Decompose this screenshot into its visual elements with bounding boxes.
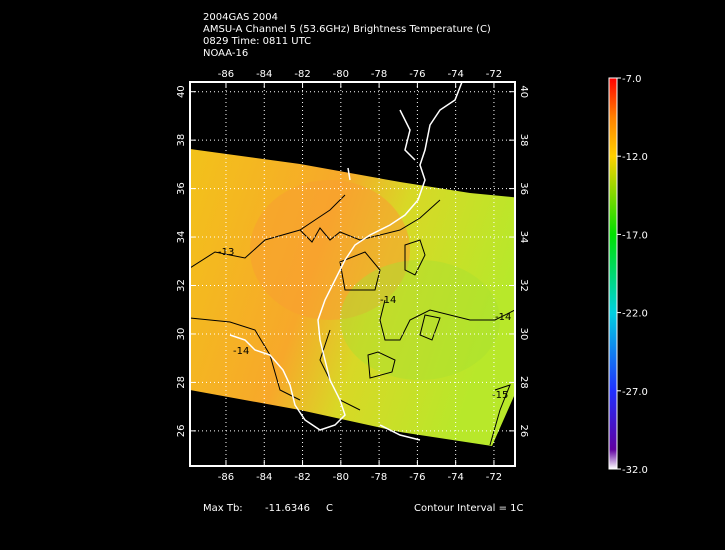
- y-tick-label: 30: [518, 328, 529, 341]
- title-line: NOAA-16: [203, 48, 248, 59]
- title-line: AMSU-A Channel 5 (53.6GHz) Brightness Te…: [203, 24, 491, 35]
- y-tick-label: 34: [518, 231, 529, 244]
- y-tick-label: 32: [176, 279, 187, 292]
- x-tick-label: -78: [371, 472, 387, 483]
- colorbar-tick-label: -12.0: [622, 152, 648, 163]
- x-tick-label: -80: [333, 69, 349, 80]
- contour-label: -13: [218, 247, 234, 258]
- title-line: 2004GAS 2004: [203, 12, 278, 23]
- y-tick-label: 30: [176, 328, 187, 341]
- map-frame: [189, 81, 516, 467]
- y-tick-label: 26: [176, 425, 187, 438]
- colorbar-tick-label: -32.0: [622, 465, 648, 476]
- x-tick-label: -76: [409, 69, 425, 80]
- contours: [190, 194, 515, 446]
- x-tick-label: -74: [447, 69, 463, 80]
- x-tick-label: -76: [409, 472, 425, 483]
- map-area: -13 -14 -14 -14 -15: [190, 82, 515, 446]
- colorbar-tick-label: -27.0: [622, 387, 648, 398]
- x-tick-label: -72: [486, 472, 502, 483]
- y-tick-label: 40: [176, 85, 187, 98]
- x-tick-label: -78: [371, 69, 387, 80]
- y-tick-label: 38: [518, 134, 529, 147]
- y-tick-label: 32: [518, 279, 529, 292]
- contour-label: -14: [495, 312, 511, 323]
- y-tick-label: 36: [518, 182, 529, 195]
- title-line: 0829 Time: 0811 UTC: [203, 36, 311, 47]
- y-tick-label: 36: [176, 182, 187, 195]
- colorbar: [608, 77, 618, 470]
- y-tick-label: 28: [518, 376, 529, 389]
- x-tick-label: -86: [218, 472, 234, 483]
- x-tick-label: -82: [294, 69, 310, 80]
- warm-region: [250, 180, 410, 320]
- max-unit: C: [326, 503, 333, 514]
- y-tick-label: 26: [518, 425, 529, 438]
- x-tick-label: -86: [218, 69, 234, 80]
- y-tick-label: 38: [176, 134, 187, 147]
- x-tick-label: -84: [256, 472, 272, 483]
- contour-label: -14: [233, 346, 249, 357]
- x-tick-label: -84: [256, 69, 272, 80]
- x-tick-label: -80: [333, 472, 349, 483]
- contour-label: -15: [492, 390, 508, 401]
- x-tick-label: -74: [447, 472, 463, 483]
- max-value: -11.6346: [265, 503, 310, 514]
- coastline: [229, 82, 463, 441]
- contour-interval: Contour Interval = 1C: [414, 503, 524, 514]
- y-tick-label: 28: [176, 376, 187, 389]
- y-tick-label: 34: [176, 231, 187, 244]
- cool-region: [340, 260, 500, 380]
- colorbar-tick-label: -17.0: [622, 230, 648, 241]
- x-tick-label: -72: [486, 69, 502, 80]
- y-tick-label: 40: [518, 85, 529, 98]
- colorbar-tick-label: -7.0: [622, 74, 642, 85]
- contour-label: -14: [380, 295, 396, 306]
- max-label: Max Tb:: [203, 503, 243, 514]
- x-tick-label: -82: [294, 472, 310, 483]
- colorbar-tick-label: -22.0: [622, 309, 648, 320]
